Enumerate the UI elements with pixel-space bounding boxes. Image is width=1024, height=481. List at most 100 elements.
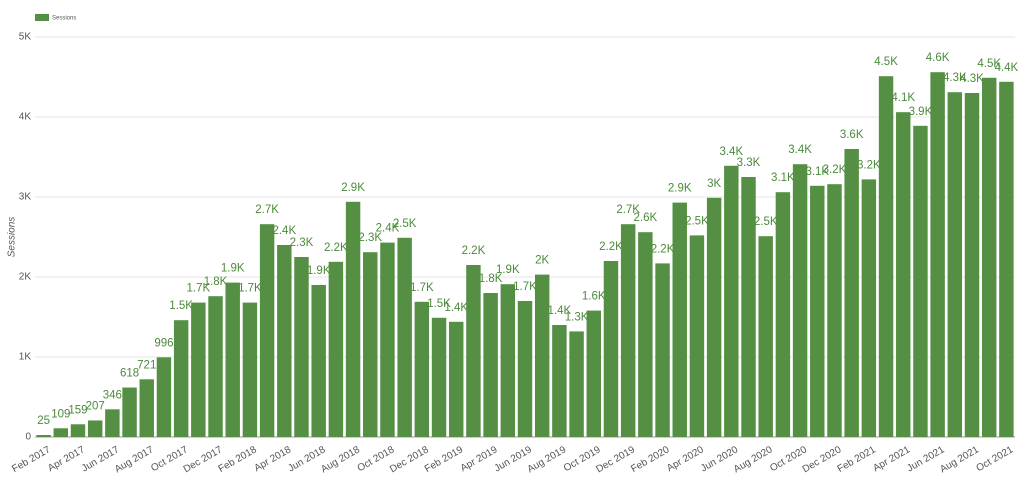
bar bbox=[87, 420, 103, 437]
bar bbox=[672, 202, 687, 437]
x-tick-label: Apr 2019 bbox=[459, 444, 500, 474]
bar bbox=[173, 320, 189, 437]
value-label: 1.9K bbox=[221, 263, 245, 275]
value-label: 3.4K bbox=[719, 146, 743, 158]
value-label: 1.3K bbox=[565, 311, 589, 323]
x-tick-label: Apr 2021 bbox=[871, 444, 912, 474]
value-label: 2K bbox=[535, 255, 549, 267]
value-label: 4.6K bbox=[926, 52, 950, 64]
bar bbox=[345, 201, 361, 437]
x-tick-label: Dec 2020 bbox=[801, 444, 844, 475]
value-label: 996 bbox=[154, 337, 173, 349]
value-label: 4.5K bbox=[874, 56, 898, 68]
bar bbox=[861, 179, 877, 437]
bar bbox=[964, 93, 980, 437]
x-tick-label: Aug 2019 bbox=[526, 444, 569, 475]
legend-label: Sessions bbox=[52, 16, 76, 22]
bar bbox=[380, 242, 395, 437]
bar bbox=[466, 265, 481, 437]
bar bbox=[500, 284, 516, 437]
x-tick-label: Dec 2017 bbox=[182, 444, 225, 475]
value-label: 2.5K bbox=[754, 216, 778, 228]
bar bbox=[930, 72, 945, 437]
bar bbox=[70, 424, 86, 437]
value-label: 109 bbox=[51, 408, 70, 420]
bar bbox=[775, 192, 791, 437]
value-label: 2.2K bbox=[324, 242, 348, 254]
y-tick-label: 0 bbox=[25, 432, 31, 443]
bar bbox=[397, 237, 412, 437]
y-tick-label: 5K bbox=[19, 32, 32, 43]
x-tick-label: Dec 2018 bbox=[388, 444, 431, 475]
value-label: 4.3K bbox=[943, 72, 967, 84]
value-label: 2.3K bbox=[358, 232, 382, 244]
bar bbox=[431, 317, 447, 437]
bar bbox=[878, 76, 894, 437]
bar bbox=[294, 257, 309, 437]
x-tick-label: Feb 2017 bbox=[10, 444, 52, 475]
bar bbox=[414, 301, 430, 437]
value-label: 618 bbox=[120, 368, 139, 380]
value-label: 4.1K bbox=[891, 92, 915, 104]
value-label: 1.4K bbox=[548, 305, 572, 317]
value-label: 2.4K bbox=[272, 225, 296, 237]
value-label: 2.9K bbox=[341, 182, 365, 194]
value-label: 1.7K bbox=[410, 282, 434, 294]
value-label: 4.5K bbox=[977, 58, 1001, 70]
value-label: 25 bbox=[37, 415, 50, 427]
value-label: 1.4K bbox=[444, 302, 468, 314]
value-label: 3K bbox=[707, 178, 721, 190]
value-label: 2.3K bbox=[290, 237, 314, 249]
bar bbox=[724, 165, 739, 438]
bar bbox=[827, 184, 842, 437]
x-tick-label: Aug 2020 bbox=[732, 444, 775, 475]
x-tick-label: Apr 2018 bbox=[252, 444, 293, 474]
bar bbox=[36, 435, 51, 437]
bar bbox=[363, 252, 378, 437]
y-tick-label: 2K bbox=[19, 272, 32, 283]
bar bbox=[896, 112, 911, 437]
x-tick-label: Feb 2021 bbox=[836, 444, 878, 475]
value-label: 721 bbox=[137, 359, 156, 371]
bar bbox=[741, 177, 756, 437]
value-label: 1.5K bbox=[427, 298, 451, 310]
value-label: 2.9K bbox=[668, 183, 692, 195]
value-label: 2.2K bbox=[599, 241, 623, 253]
bar bbox=[53, 428, 69, 437]
value-label: 1.8K bbox=[204, 276, 228, 288]
value-label: 3.6K bbox=[840, 129, 864, 141]
value-label: 159 bbox=[68, 404, 87, 416]
bar bbox=[655, 263, 670, 437]
bar bbox=[586, 310, 601, 437]
value-label: 207 bbox=[86, 400, 105, 412]
x-tick-label: Oct 2021 bbox=[975, 444, 1016, 474]
value-label: 2.4K bbox=[376, 223, 400, 235]
x-tick-label: Feb 2018 bbox=[217, 444, 259, 475]
bar bbox=[638, 232, 653, 437]
value-label: 4.3K bbox=[960, 73, 984, 85]
value-label: 3.2K bbox=[823, 164, 847, 176]
value-label: 2.6K bbox=[634, 212, 658, 224]
y-tick-label: 3K bbox=[19, 192, 32, 203]
bar bbox=[620, 224, 636, 437]
x-tick-label: Aug 2021 bbox=[938, 444, 981, 475]
bar bbox=[311, 285, 326, 437]
bar bbox=[844, 149, 859, 437]
bar bbox=[758, 236, 773, 437]
x-tick-label: Apr 2017 bbox=[46, 444, 87, 474]
y-tick-label: 1K bbox=[19, 352, 32, 363]
value-label: 3.1K bbox=[805, 166, 829, 178]
bar bbox=[277, 245, 292, 437]
bar bbox=[603, 261, 619, 437]
x-tick-label: Aug 2017 bbox=[113, 444, 156, 475]
value-label: 2.7K bbox=[255, 204, 279, 216]
value-label: 1.5K bbox=[169, 300, 193, 312]
value-label: 1.7K bbox=[238, 283, 262, 295]
bar bbox=[328, 261, 344, 437]
bar bbox=[999, 81, 1014, 438]
value-label: 1.9K bbox=[307, 265, 331, 277]
y-axis-label: Sessions bbox=[7, 217, 18, 258]
bar bbox=[947, 92, 963, 437]
value-label: 3.2K bbox=[857, 159, 881, 171]
bar bbox=[225, 282, 240, 437]
